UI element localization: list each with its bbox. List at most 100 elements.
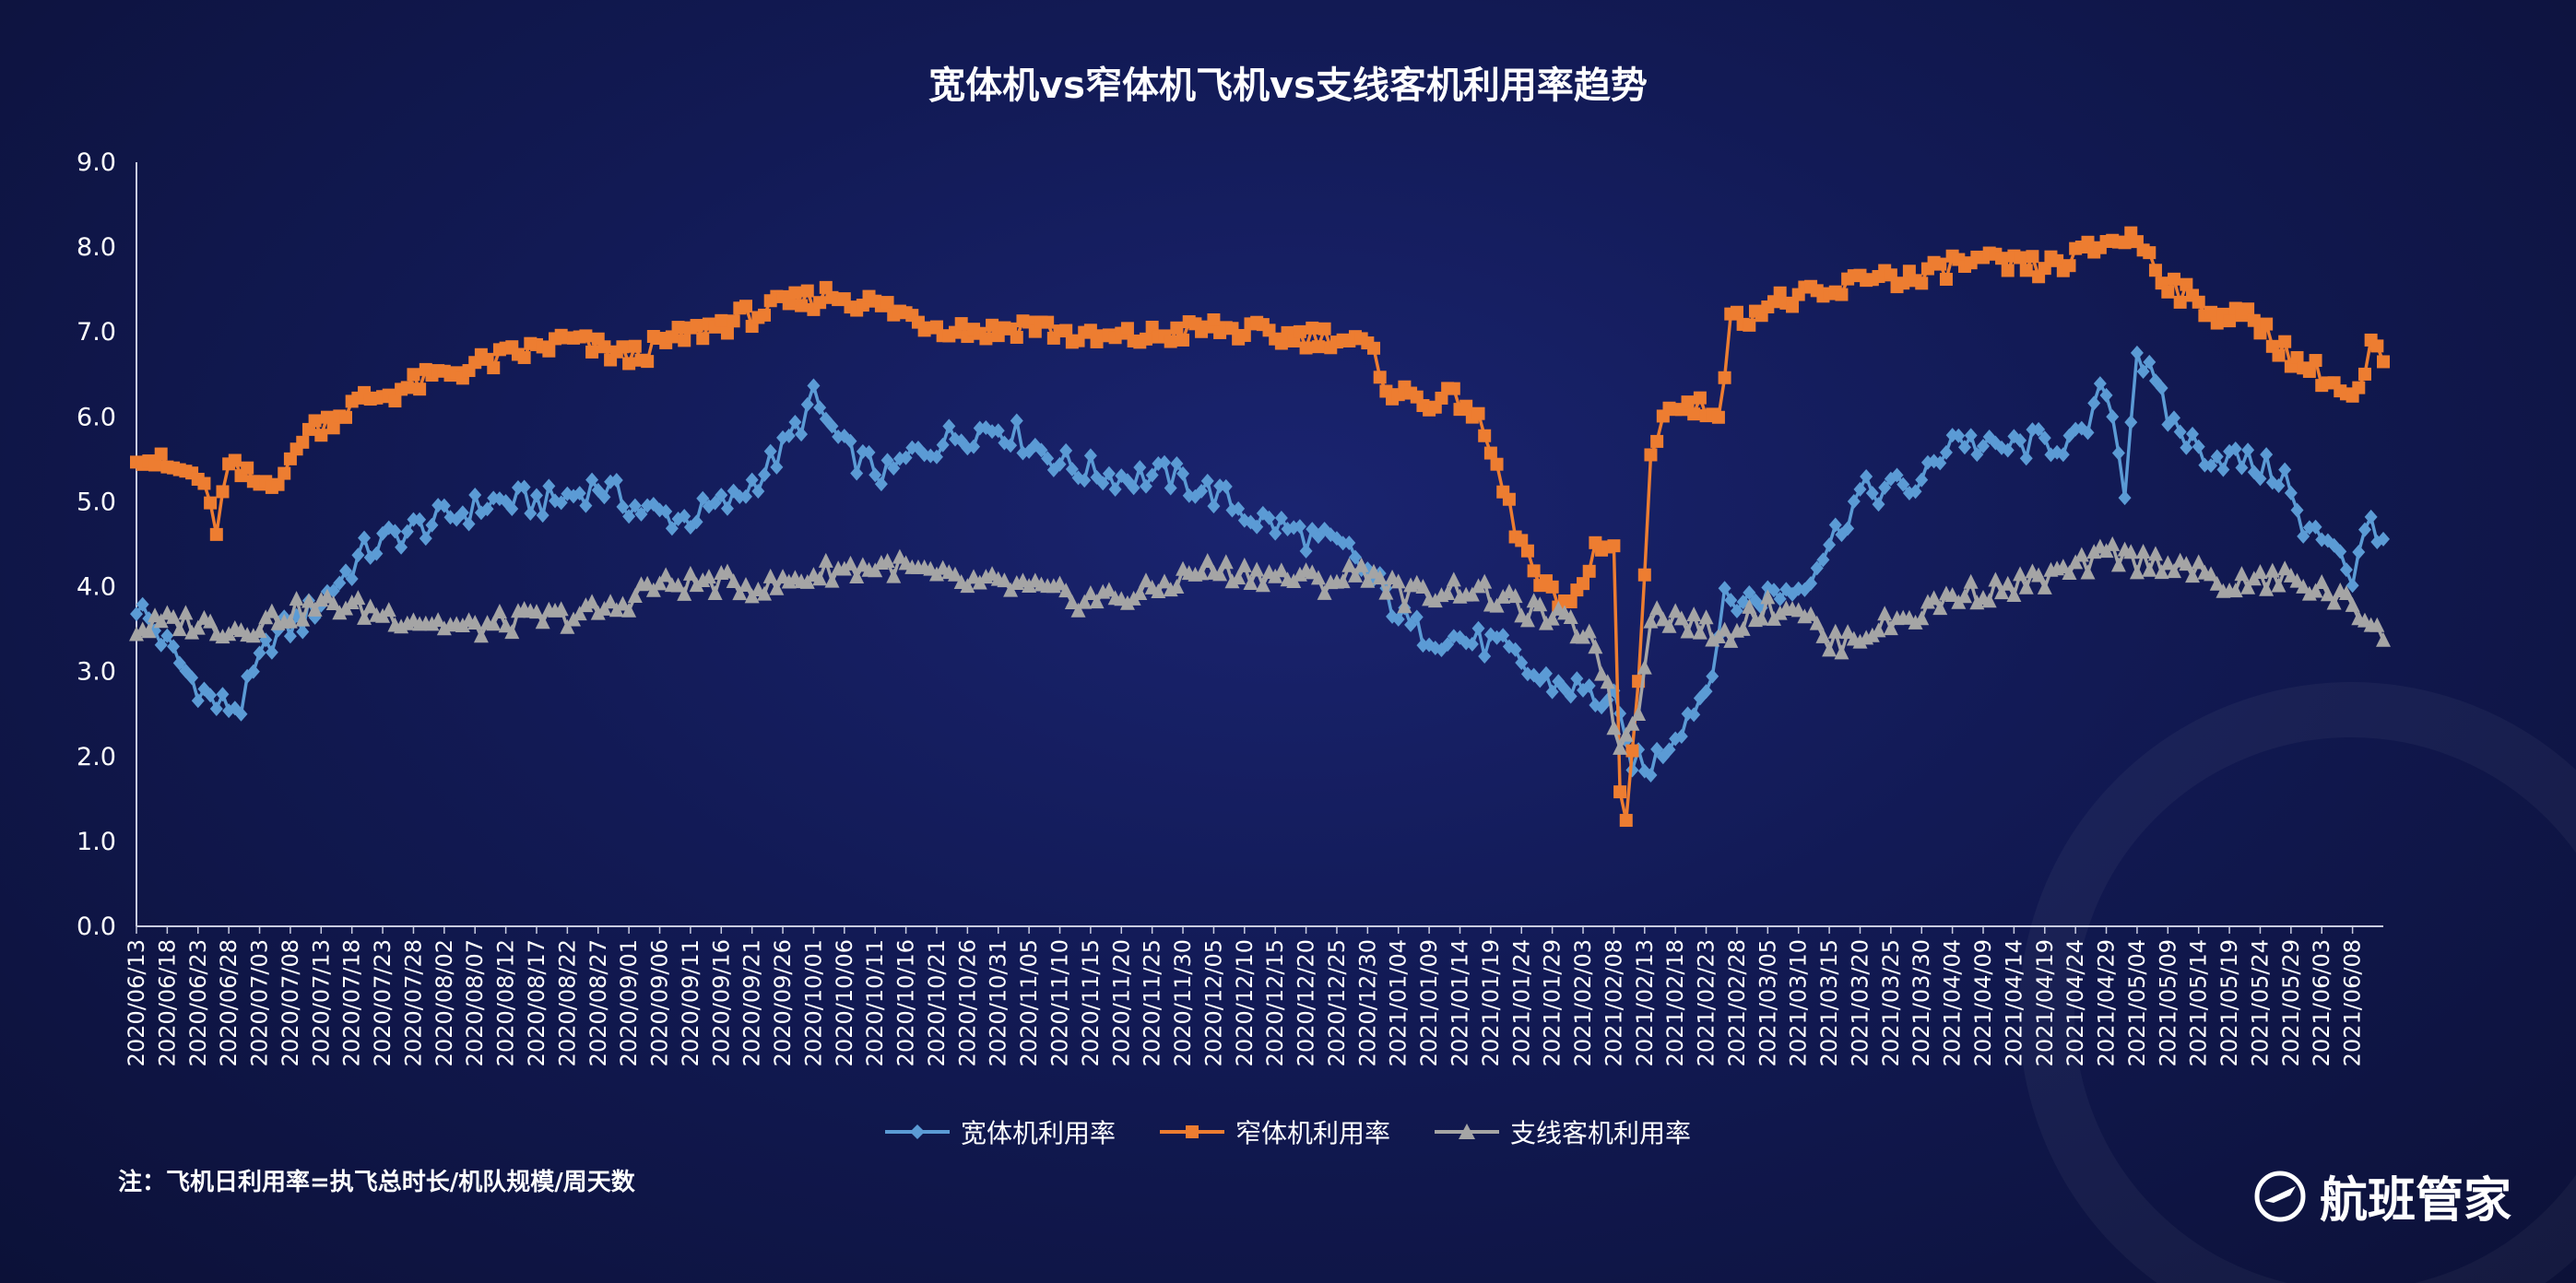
data-point <box>1446 571 1461 587</box>
data-point <box>622 357 636 371</box>
data-point <box>1127 480 1140 496</box>
data-point <box>2247 313 2261 327</box>
data-point <box>880 553 895 569</box>
data-point <box>2227 583 2243 598</box>
data-point <box>1588 639 1603 654</box>
data-point <box>2167 410 2180 426</box>
legend-item-regional: 支线客机利用率 <box>1435 1113 1691 1150</box>
data-point <box>1544 610 1560 626</box>
data-point <box>800 396 814 412</box>
data-point <box>486 616 502 631</box>
x-tick-label: 2020/10/06 <box>832 939 857 1066</box>
data-point <box>2143 354 2157 370</box>
data-point <box>807 378 821 394</box>
legend-item-narrow: 窄体机利用率 <box>1159 1113 1390 1150</box>
data-point <box>1674 728 1688 744</box>
data-point <box>246 664 260 679</box>
data-point <box>1102 465 1116 481</box>
x-tick-label: 2021/04/04 <box>1940 939 1966 1066</box>
data-point <box>148 458 162 472</box>
data-point <box>800 284 814 298</box>
x-tick-label: 2021/03/15 <box>1816 939 1842 1066</box>
data-point <box>2099 387 2113 403</box>
data-point <box>2284 485 2298 500</box>
data-point <box>954 317 968 331</box>
x-tick-label: 2021/05/29 <box>2278 939 2304 1066</box>
data-point <box>498 618 514 633</box>
data-point <box>2253 471 2267 487</box>
data-point <box>1496 628 1510 643</box>
data-point <box>1860 468 1873 484</box>
x-tick-label: 2021/05/24 <box>2247 939 2273 1066</box>
data-point <box>621 602 637 618</box>
data-point <box>1841 521 1855 536</box>
footnote: 注：飞机日利用率=执飞总时长/机队规模/周天数 <box>118 1169 635 1196</box>
data-point <box>1318 322 1331 335</box>
data-point <box>1483 446 1497 460</box>
data-point <box>658 567 674 583</box>
data-point <box>2166 563 2181 579</box>
data-point <box>788 286 802 300</box>
data-point <box>719 563 735 579</box>
data-point <box>1767 583 1781 598</box>
x-tick-label: 2020/10/26 <box>954 939 980 1066</box>
data-point <box>1606 720 1622 736</box>
data-point <box>1176 465 1190 481</box>
data-point <box>2000 575 2015 591</box>
data-point <box>1564 594 1578 608</box>
data-point <box>2001 442 2015 458</box>
data-point <box>2001 264 2015 277</box>
y-tick-label: 9.0 <box>77 148 116 177</box>
data-point <box>1718 581 1731 596</box>
x-tick-label: 2020/09/11 <box>678 939 703 1066</box>
y-tick-label: 0.0 <box>77 912 116 941</box>
data-point <box>1360 572 1376 588</box>
data-point <box>2290 502 2304 518</box>
x-tick-label: 2020/10/21 <box>924 939 950 1066</box>
data-point <box>708 495 722 511</box>
data-point <box>228 453 242 467</box>
data-point <box>1065 461 1079 477</box>
x-tick-label: 2020/06/28 <box>216 939 242 1066</box>
data-point <box>2209 575 2225 591</box>
data-point <box>677 585 692 601</box>
data-point <box>707 585 723 601</box>
data-point <box>1786 300 1800 313</box>
x-tick-label: 2021/01/24 <box>1508 939 1534 1066</box>
data-point <box>529 488 543 503</box>
data-point <box>1083 324 1097 337</box>
data-point <box>813 400 827 416</box>
series-regional <box>129 536 2391 755</box>
x-tick-label: 2020/11/25 <box>1140 939 1165 1066</box>
data-point <box>1249 561 1265 577</box>
data-point <box>413 512 427 527</box>
data-point <box>2173 424 2187 440</box>
x-tick-label: 2021/05/19 <box>2216 939 2242 1066</box>
data-point <box>887 461 901 477</box>
data-point <box>2326 594 2342 610</box>
data-point <box>2204 305 2218 319</box>
x-tick-label: 2020/07/23 <box>370 939 396 1066</box>
brand-name: 航班管家 <box>2319 1173 2511 1229</box>
data-point <box>2192 295 2205 309</box>
data-point <box>2037 579 2052 594</box>
data-point <box>437 498 451 513</box>
x-tick-label: 2020/08/17 <box>524 939 549 1066</box>
data-point <box>1835 288 1849 301</box>
data-point <box>191 693 205 709</box>
data-point <box>720 326 734 340</box>
x-tick-label: 2021/02/23 <box>1694 939 1719 1066</box>
data-point <box>757 585 773 601</box>
data-point <box>2204 458 2218 474</box>
data-point <box>487 361 501 375</box>
data-point <box>849 569 865 584</box>
data-point <box>167 639 181 654</box>
data-point <box>278 466 291 480</box>
data-point <box>1852 633 1868 649</box>
data-point <box>419 531 432 547</box>
data-point <box>1915 277 1929 290</box>
data-point <box>536 508 549 524</box>
data-point <box>1293 324 1306 338</box>
x-tick-label: 2021/05/04 <box>2124 939 2150 1066</box>
data-point <box>2006 587 2022 603</box>
